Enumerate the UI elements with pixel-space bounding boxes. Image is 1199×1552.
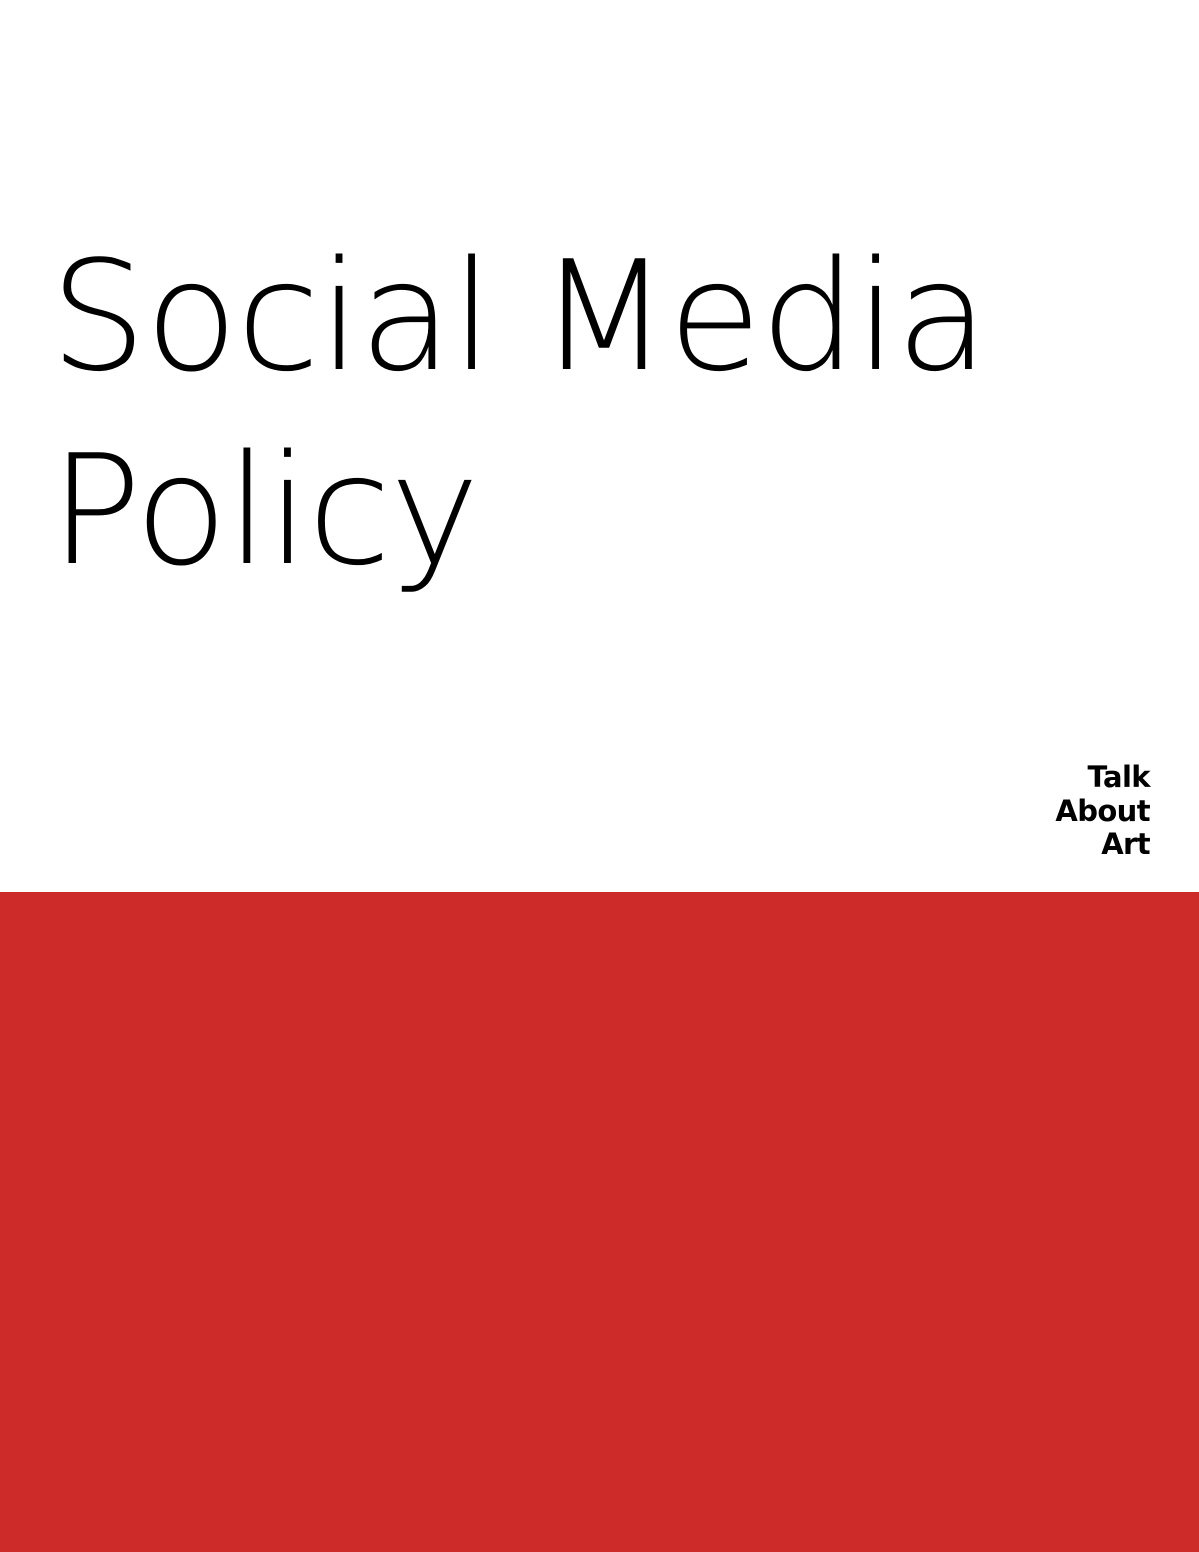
organisation-logo: Talk About Art bbox=[1055, 760, 1151, 862]
red-content-band: 2026 Talk About Art works with children … bbox=[0, 892, 1199, 1552]
logo-line-art: Art bbox=[1101, 827, 1150, 862]
logo-line-about: About bbox=[1055, 793, 1150, 828]
document-hero-section: Social Media Policy Talk About Art bbox=[50, 227, 1151, 862]
logo-line-talk: Talk bbox=[1087, 760, 1151, 794]
page-title: Social Media Policy bbox=[50, 227, 989, 600]
